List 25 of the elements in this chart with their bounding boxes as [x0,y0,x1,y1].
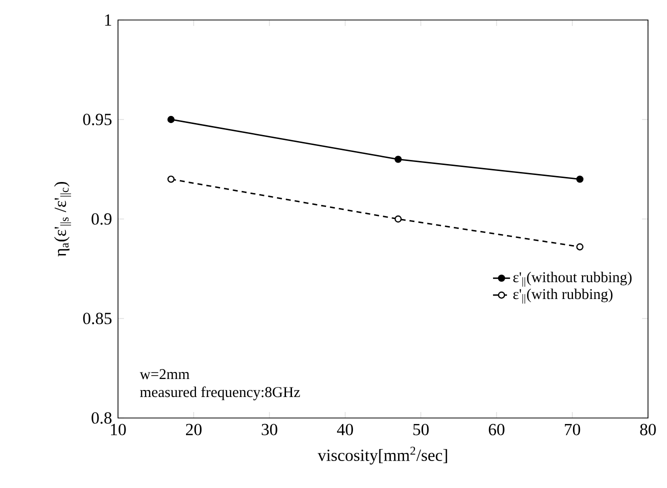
x-axis-title: viscosity[mm$^{2}$/sec] [318,446,448,465]
x-tick-label: 30 [262,424,278,436]
y-tick-label: 0.85 [83,312,112,324]
x-tick-label: 60 [488,424,504,436]
x-tick-label: 70 [564,424,580,436]
y-tick-label: 0.8 [92,412,112,424]
annotation: measured frequency:8GHz [140,386,300,400]
legend-label: ε'$_{||}$(without rubbing) [513,272,632,287]
point [576,243,584,250]
point [167,116,175,124]
x-tick-label: 80 [640,424,656,436]
y-tick-label: 0.95 [83,114,112,126]
y-axis-title: η$_{a}$(ε'$_{||s}$ /ε'$_{||c}$) [54,182,72,256]
point [167,176,175,183]
legend-label: ε'$_{||}$(with rubbing) [513,288,612,304]
x-tick-label: 50 [413,424,429,436]
point [394,215,402,223]
point [576,176,584,183]
point [394,156,402,163]
x-tick-label: 40 [337,424,353,436]
x-tick-label: 20 [186,424,202,436]
y-tick-label: 1 [105,14,112,26]
y-tick-label: 0.9 [92,213,112,225]
x-tick-label: 10 [111,424,126,436]
annotation: w=2mm [140,369,190,380]
